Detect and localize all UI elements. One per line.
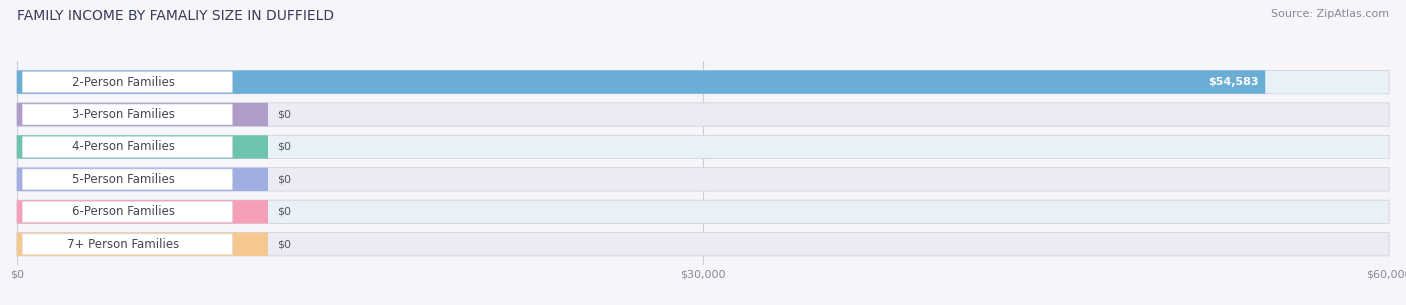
FancyBboxPatch shape: [17, 233, 1389, 256]
Text: $0: $0: [277, 109, 291, 120]
FancyBboxPatch shape: [17, 200, 269, 224]
FancyBboxPatch shape: [22, 234, 232, 255]
Text: 2-Person Families: 2-Person Families: [72, 76, 174, 88]
FancyBboxPatch shape: [17, 70, 1389, 94]
FancyBboxPatch shape: [17, 168, 1389, 191]
FancyBboxPatch shape: [22, 72, 232, 92]
FancyBboxPatch shape: [17, 135, 1389, 159]
Text: $0: $0: [277, 174, 291, 185]
Text: FAMILY INCOME BY FAMALIY SIZE IN DUFFIELD: FAMILY INCOME BY FAMALIY SIZE IN DUFFIEL…: [17, 9, 335, 23]
Text: 3-Person Families: 3-Person Families: [72, 108, 174, 121]
FancyBboxPatch shape: [17, 200, 1389, 224]
Text: $0: $0: [277, 207, 291, 217]
Text: $0: $0: [277, 239, 291, 249]
FancyBboxPatch shape: [17, 135, 269, 159]
FancyBboxPatch shape: [22, 169, 232, 190]
Text: Source: ZipAtlas.com: Source: ZipAtlas.com: [1271, 9, 1389, 19]
Text: 7+ Person Families: 7+ Person Families: [67, 238, 180, 251]
Text: $0: $0: [277, 142, 291, 152]
FancyBboxPatch shape: [22, 104, 232, 125]
Text: 6-Person Families: 6-Person Families: [72, 205, 174, 218]
FancyBboxPatch shape: [17, 70, 1265, 94]
FancyBboxPatch shape: [17, 103, 269, 126]
FancyBboxPatch shape: [22, 137, 232, 157]
Text: $54,583: $54,583: [1208, 77, 1258, 87]
Text: 5-Person Families: 5-Person Families: [72, 173, 174, 186]
FancyBboxPatch shape: [17, 168, 269, 191]
FancyBboxPatch shape: [17, 103, 1389, 126]
Text: 4-Person Families: 4-Person Families: [72, 141, 174, 153]
FancyBboxPatch shape: [17, 233, 269, 256]
FancyBboxPatch shape: [22, 201, 232, 222]
